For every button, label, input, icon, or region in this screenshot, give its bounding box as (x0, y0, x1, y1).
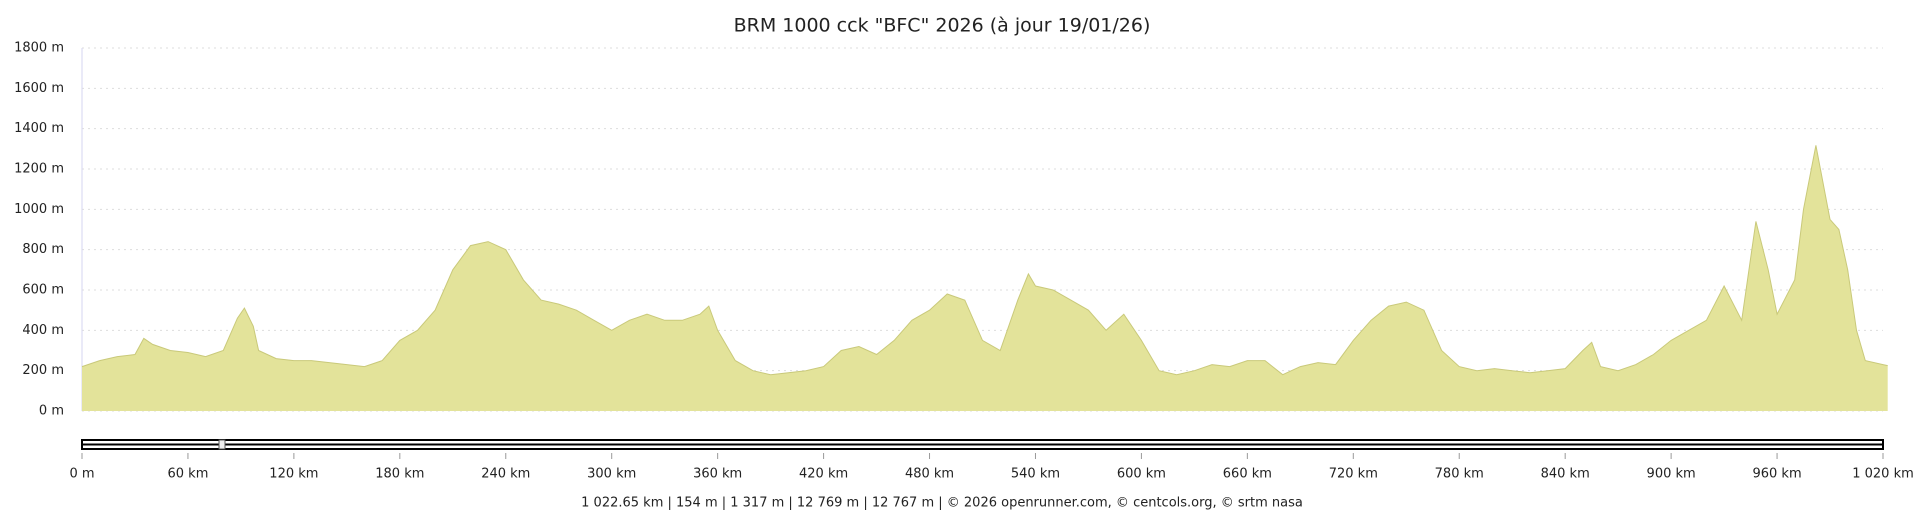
y-tick-label: 1000 m (14, 202, 64, 217)
x-tick-label: 660 km (1223, 467, 1272, 482)
y-tick-label: 1200 m (14, 162, 64, 177)
x-tick-label: 240 km (481, 467, 530, 482)
x-tick-label: 480 km (905, 467, 954, 482)
x-tick-label: 60 km (168, 467, 209, 482)
x-tick-label: 1 020 km (1852, 467, 1914, 482)
y-tick-label: 1800 m (14, 41, 64, 56)
x-tick-label: 180 km (375, 467, 424, 482)
x-tick-label: 600 km (1117, 467, 1166, 482)
y-tick-label: 600 m (22, 283, 64, 298)
x-tick-label: 780 km (1435, 467, 1484, 482)
x-tick-label: 540 km (1011, 467, 1060, 482)
y-tick-label: 1600 m (14, 81, 64, 96)
elevation-area (82, 145, 1888, 411)
chart-title: BRM 1000 cck "BFC" 2026 (à jour 19/01/26… (734, 15, 1151, 37)
elevation-line (81, 145, 1888, 376)
scrollbar (81, 439, 1884, 450)
x-tick-label: 300 km (587, 467, 636, 482)
x-tick-label: 960 km (1752, 467, 1801, 482)
x-tick-label: 720 km (1329, 467, 1378, 482)
x-tick-label: 0 m (69, 467, 94, 482)
y-tick-label: 200 m (22, 363, 64, 378)
y-tick-label: 800 m (22, 242, 64, 257)
x-tick-label: 360 km (693, 467, 742, 482)
y-tick-label: 1400 m (14, 121, 64, 136)
footer: 1 022.65 km | 154 m | 1 317 m | 12 769 m… (581, 496, 1303, 511)
scroll-handle[interactable] (218, 439, 226, 450)
x-tick-label: 420 km (799, 467, 848, 482)
x-tick-label: 840 km (1541, 467, 1590, 482)
x-tick-label: 900 km (1647, 467, 1696, 482)
y-tick-label: 400 m (22, 323, 64, 338)
y-tick-label: 0 m (39, 404, 64, 419)
x-tick-label: 120 km (269, 467, 318, 482)
